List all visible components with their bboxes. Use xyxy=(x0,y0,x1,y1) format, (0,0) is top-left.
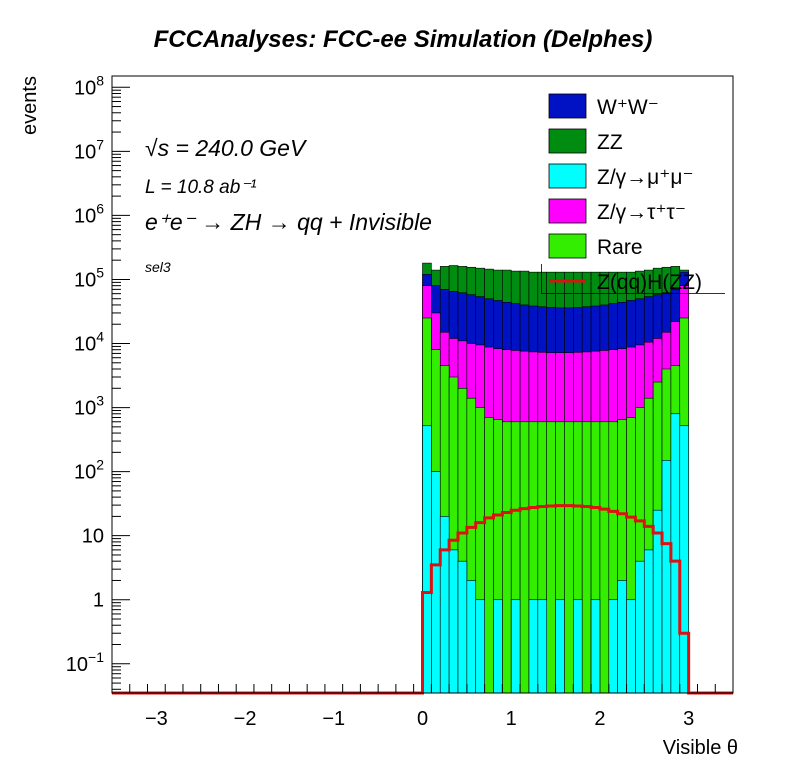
x-tick-label: 0 xyxy=(417,708,428,730)
legend-label: W⁺W⁻ xyxy=(597,96,659,119)
bar-muon-25 xyxy=(643,549,654,694)
legend-label: Z/γ→μ⁺μ⁻ xyxy=(597,166,694,189)
bar-muon-5 xyxy=(466,580,477,694)
legend-label: Rare xyxy=(597,236,643,259)
legend-swatch xyxy=(548,93,587,119)
process-annotation: e⁺e⁻ → ZH → qq + Invisible xyxy=(145,209,432,235)
x-tick-label: −2 xyxy=(234,708,257,730)
legend-edge xyxy=(541,264,542,293)
bar-muon-22 xyxy=(617,580,627,694)
bar-muon-17 xyxy=(573,599,583,694)
x-tick-label: 2 xyxy=(594,708,605,730)
y-axis: 10−1 1 10 102 103 104 105 106 107 108 xyxy=(66,72,130,690)
bar-muon-10 xyxy=(510,599,521,694)
selection-annotation: sel3 xyxy=(145,259,171,275)
bar-muon-12 xyxy=(528,599,539,694)
y-tick-label: 107 xyxy=(74,136,104,163)
legend-swatch xyxy=(548,233,587,259)
legend-swatch xyxy=(548,198,587,224)
bar-muon-8 xyxy=(493,599,503,694)
x-tick-label: −3 xyxy=(145,708,168,730)
bar-muon-13 xyxy=(537,599,548,694)
y-tick-label: 105 xyxy=(74,264,104,291)
x-tick-label: 3 xyxy=(683,708,694,730)
bar-rare-9 xyxy=(502,421,512,694)
bar-rare-14 xyxy=(546,421,556,694)
y-tick-label: 10−1 xyxy=(66,649,104,676)
y-tick-label: 104 xyxy=(74,329,104,356)
y-tick-label: 108 xyxy=(74,72,104,99)
legend-label: Z/γ→τ⁺τ⁻ xyxy=(597,201,686,224)
bar-muon-4 xyxy=(457,560,468,694)
bar-rare-11 xyxy=(519,421,530,694)
stack-layer xyxy=(422,262,689,694)
y-axis-label: events xyxy=(19,76,41,135)
luminosity-annotation: L = 10.8 ab⁻¹ xyxy=(145,177,257,198)
y-tick-label: 103 xyxy=(74,393,104,420)
legend-underline xyxy=(541,293,725,294)
sqrt-s-annotation: √s = 240.0 GeV xyxy=(145,135,308,161)
x-axis-label: Visible θ xyxy=(663,737,738,759)
bar-muon-19 xyxy=(590,599,601,694)
bar-muon-15 xyxy=(555,599,565,694)
bar-rare-7 xyxy=(484,417,494,694)
bar-muon-21 xyxy=(608,599,618,694)
y-tick-label: 106 xyxy=(74,200,104,227)
signal-line xyxy=(112,504,733,695)
bar-muon-23 xyxy=(626,599,636,694)
y-tick-label: 1 xyxy=(93,590,104,612)
bar-muon-3 xyxy=(448,549,459,694)
bar-muon-24 xyxy=(635,560,645,694)
legend-swatch xyxy=(548,128,587,154)
x-tick-label: −1 xyxy=(322,708,345,730)
legend-label: Z(qq)H(ZZ) xyxy=(597,271,702,294)
bar-muon-6 xyxy=(475,599,485,694)
legend-label: ZZ xyxy=(597,131,623,154)
x-axis: −3 −2 −1 0 1 2 3 xyxy=(111,684,734,730)
bar-rare-16 xyxy=(564,421,574,694)
bar-muon-27 xyxy=(661,460,672,694)
bar-rare-20 xyxy=(599,421,610,694)
y-tick-label: 102 xyxy=(74,457,104,484)
y-tick-label: 10 xyxy=(82,526,104,548)
chart-title: FCCAnalyses: FCC-ee Simulation (Delphes) xyxy=(154,26,653,53)
bar-rare-18 xyxy=(581,421,592,694)
legend-swatch xyxy=(548,163,587,189)
legend: W⁺W⁻ ZZ Z/γ→μ⁺μ⁻ Z/γ→τ⁺τ⁻ Rare Z(qq)H(ZZ) xyxy=(541,93,725,294)
x-tick-label: 1 xyxy=(506,708,517,730)
signal-layer xyxy=(112,504,733,695)
plot-frame xyxy=(111,75,734,694)
